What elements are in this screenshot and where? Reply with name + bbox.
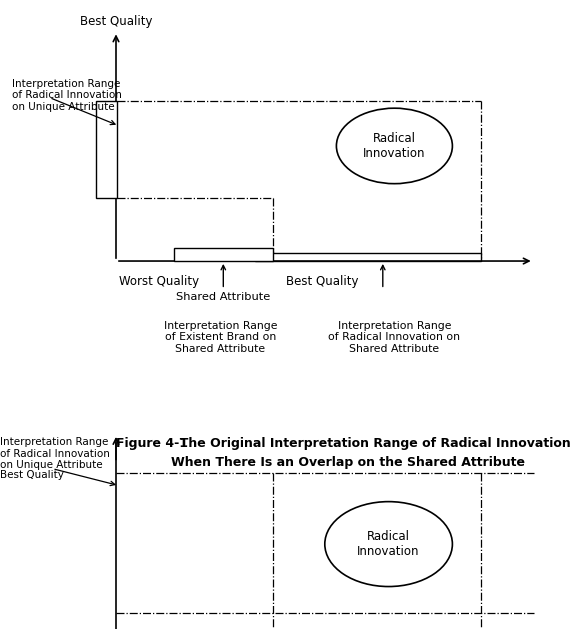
Text: Worst Quality: Worst Quality <box>119 275 199 288</box>
Text: Figure 4-1: Figure 4-1 <box>116 437 188 450</box>
Text: The Original Interpretation Range of Radical Innovation: The Original Interpretation Range of Rad… <box>171 437 571 450</box>
Ellipse shape <box>336 108 452 184</box>
Text: Shared Attribute: Shared Attribute <box>176 292 270 303</box>
Text: Best Quality: Best Quality <box>80 15 152 28</box>
Text: Interpretation Range
of Radical Innovation on
Shared Attribute: Interpretation Range of Radical Innovati… <box>328 321 461 354</box>
Bar <box>255 253 481 261</box>
Ellipse shape <box>325 502 452 586</box>
Text: Best Quality: Best Quality <box>0 470 64 480</box>
Text: Interpretation Range
of Radical Innovation
on Unique Attribute: Interpretation Range of Radical Innovati… <box>12 79 121 112</box>
Bar <box>96 101 117 198</box>
Text: Interpretation Range
of Radical Innovation
on Unique Attribute: Interpretation Range of Radical Innovati… <box>0 437 110 470</box>
Text: Best Quality: Best Quality <box>286 275 358 288</box>
Bar <box>174 248 273 261</box>
Text: Radical
Innovation: Radical Innovation <box>357 530 420 558</box>
Text: Interpretation Range
of Existent Brand on
Shared Attribute: Interpretation Range of Existent Brand o… <box>164 321 277 354</box>
Text: Radical
Innovation: Radical Innovation <box>363 132 426 160</box>
Text: When There Is an Overlap on the Shared Attribute: When There Is an Overlap on the Shared A… <box>171 456 525 469</box>
